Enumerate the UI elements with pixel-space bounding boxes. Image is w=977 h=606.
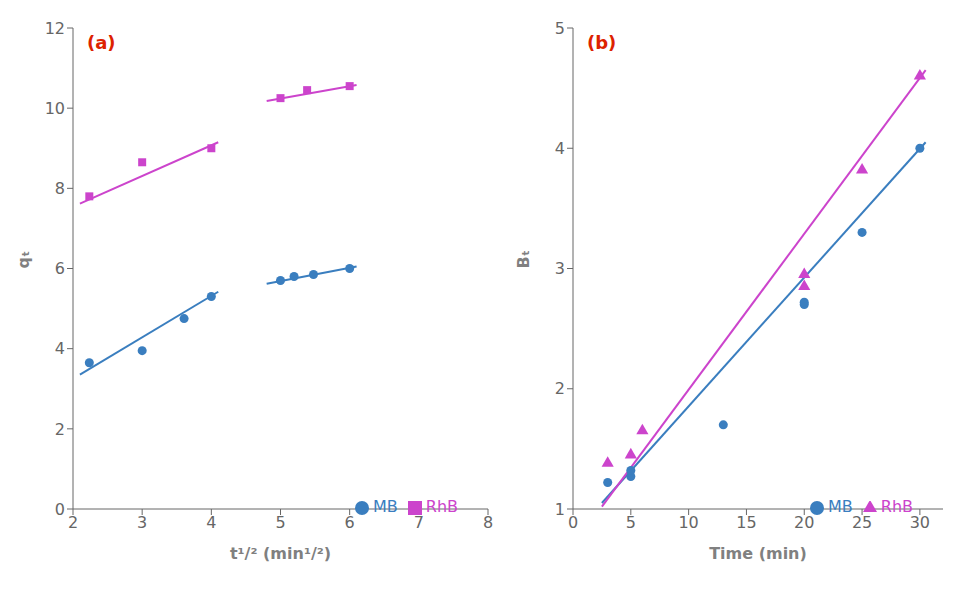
svg-text:t¹/² (min¹/²): t¹/² (min¹/²) — [230, 544, 331, 563]
svg-text:10: 10 — [678, 513, 698, 532]
html-text:RhB: RhB — [880, 497, 913, 516]
svg-text:qₜ: qₜ — [14, 251, 33, 269]
svg-text:2: 2 — [555, 379, 565, 398]
svg-text:3: 3 — [555, 259, 565, 278]
svg-text:5: 5 — [555, 19, 565, 38]
svg-text:6: 6 — [345, 513, 355, 532]
svg-text:0: 0 — [568, 513, 578, 532]
svg-text:8: 8 — [55, 179, 65, 198]
svg-text:Bₜ: Bₜ — [514, 250, 533, 268]
html-text:MB: MB — [828, 497, 853, 516]
svg-text:2: 2 — [55, 420, 65, 439]
svg-text:25: 25 — [852, 513, 872, 532]
svg-text:1: 1 — [555, 500, 565, 519]
svg-text:4: 4 — [55, 339, 65, 358]
svg-text:Time (min): Time (min) — [709, 544, 807, 563]
svg-text:2: 2 — [68, 513, 78, 532]
svg-text:8: 8 — [483, 513, 493, 532]
svg-text:20: 20 — [794, 513, 814, 532]
svg-text:4: 4 — [206, 513, 216, 532]
svg-text:3: 3 — [137, 513, 147, 532]
svg-text:7: 7 — [414, 513, 424, 532]
svg-text:10: 10 — [45, 99, 65, 118]
html-text:(b): (b) — [587, 32, 617, 53]
svg-text:5: 5 — [275, 513, 285, 532]
svg-text:6: 6 — [55, 259, 65, 278]
svg-text:15: 15 — [736, 513, 756, 532]
html-text:RhB: RhB — [425, 497, 458, 516]
svg-text:0: 0 — [55, 500, 65, 519]
svg-text:4: 4 — [555, 139, 565, 158]
html-text:(a): (a) — [87, 32, 116, 53]
svg-text:12: 12 — [45, 19, 65, 38]
svg-text:5: 5 — [626, 513, 636, 532]
html-text:MB: MB — [373, 497, 398, 516]
svg-text:30: 30 — [910, 513, 930, 532]
